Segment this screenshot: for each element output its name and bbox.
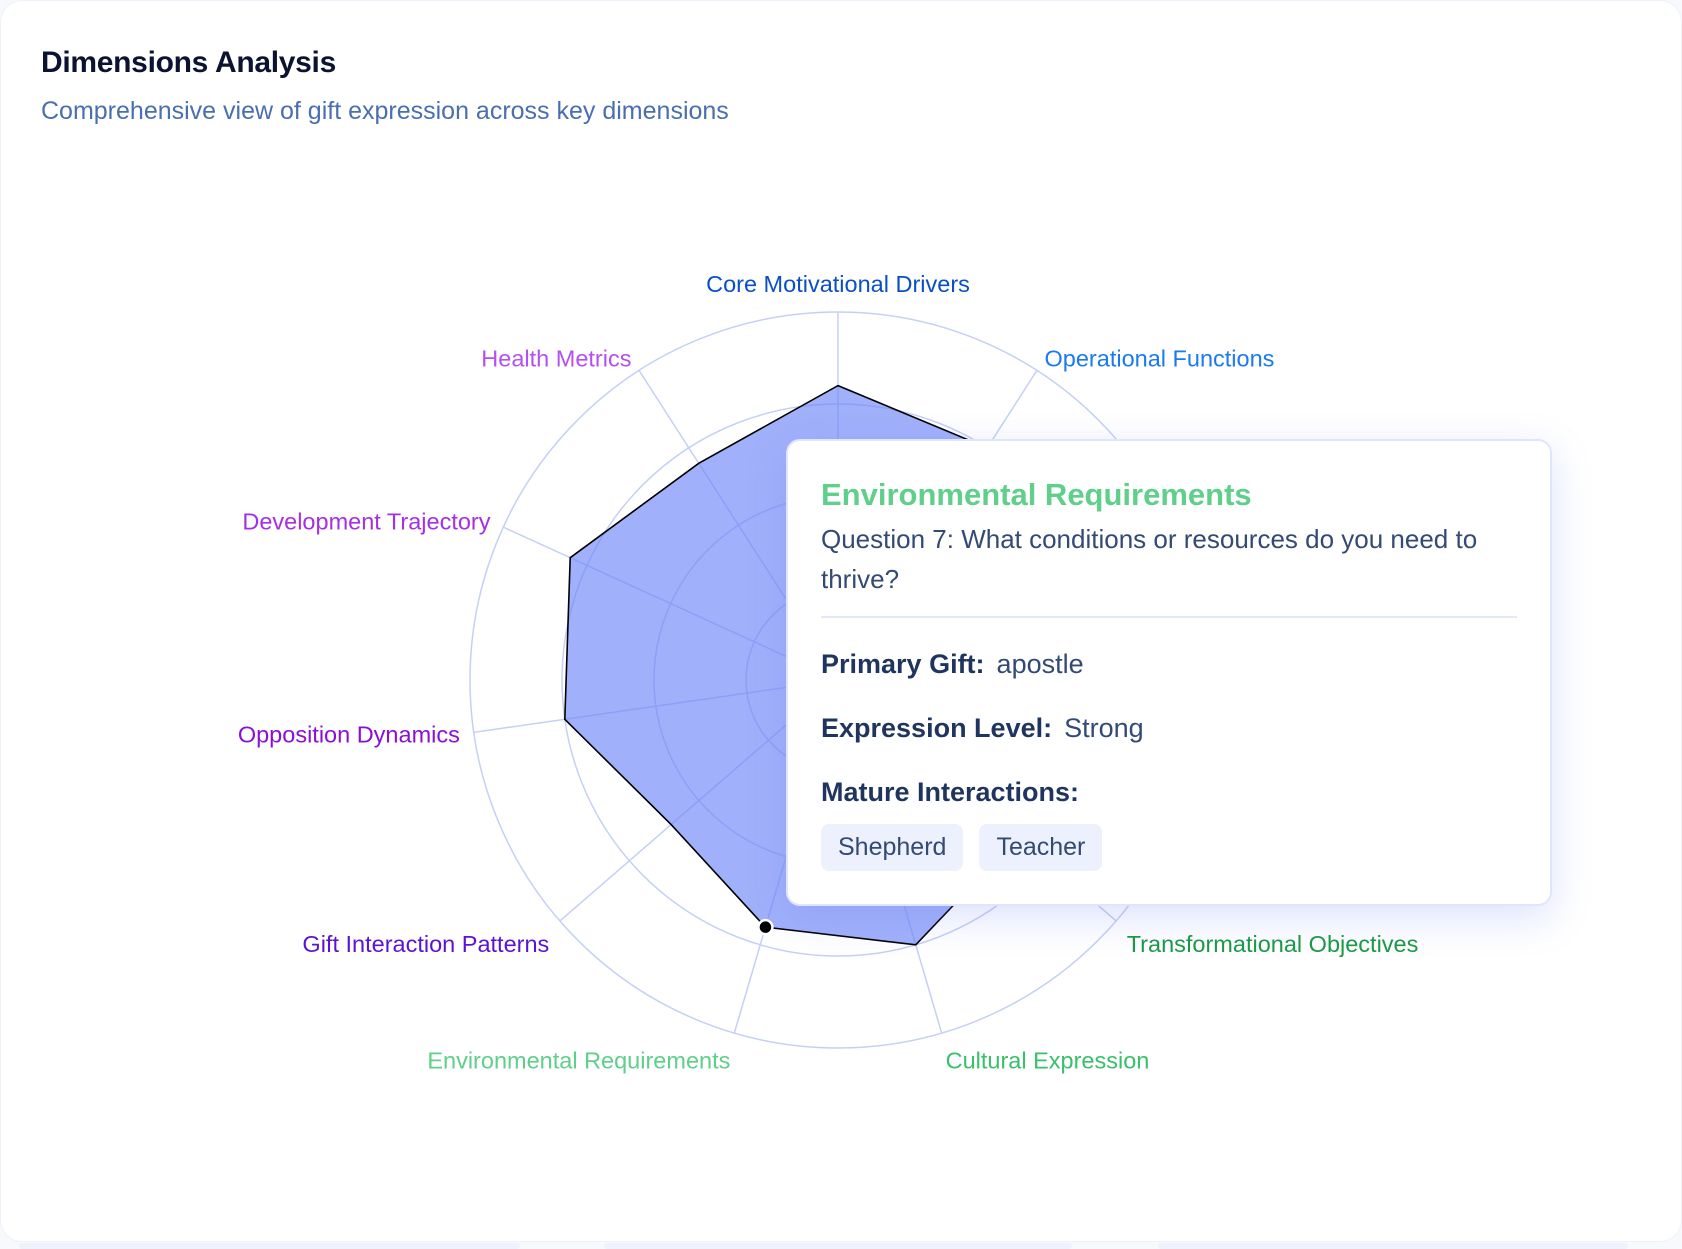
expression-level-label: Expression Level: xyxy=(821,713,1053,743)
tooltip-title: Environmental Requirements xyxy=(821,477,1252,512)
mature-interactions-label: Mature Interactions: xyxy=(821,777,1080,807)
primary-gift-label: Primary Gift: xyxy=(821,649,985,679)
primary-gift-value: apostle xyxy=(996,649,1084,679)
axis-label: Transformational Objectives xyxy=(1127,931,1419,957)
axis-label: Environmental Requirements xyxy=(427,1048,730,1074)
tooltip-question: Question 7: What conditions or resources… xyxy=(821,524,1478,594)
axis-label: Cultural Expression xyxy=(946,1048,1150,1074)
bottom-card-2 xyxy=(604,1243,1072,1249)
mature-interactions-chips: Shepherd Teacher xyxy=(821,824,1517,871)
chart-tooltip: Environmental Requirements Question 7: W… xyxy=(786,439,1552,906)
chip-shepherd: Shepherd xyxy=(821,824,964,871)
axis-label: Gift Interaction Patterns xyxy=(302,931,549,957)
axis-label: Operational Functions xyxy=(1045,346,1275,372)
axis-label: Health Metrics xyxy=(481,346,631,372)
mature-interactions-row: Mature Interactions: xyxy=(821,774,1517,810)
axis-label: Development Trajectory xyxy=(242,508,490,534)
expression-level-row: Expression Level: Strong xyxy=(821,710,1517,746)
page-title: Dimensions Analysis xyxy=(41,46,336,79)
axis-label: Opposition Dynamics xyxy=(238,721,460,747)
axis-label: Core Motivational Drivers xyxy=(706,271,970,297)
chip-teacher: Teacher xyxy=(979,824,1103,871)
primary-gift-row: Primary Gift: apostle xyxy=(821,646,1517,682)
bottom-card-1 xyxy=(19,1243,520,1249)
expression-level-value: Strong xyxy=(1064,713,1144,743)
active-data-point xyxy=(757,918,774,936)
page-subtitle: Comprehensive view of gift expression ac… xyxy=(41,97,729,125)
tooltip-divider xyxy=(821,616,1517,618)
bottom-card-3 xyxy=(1158,1243,1628,1249)
